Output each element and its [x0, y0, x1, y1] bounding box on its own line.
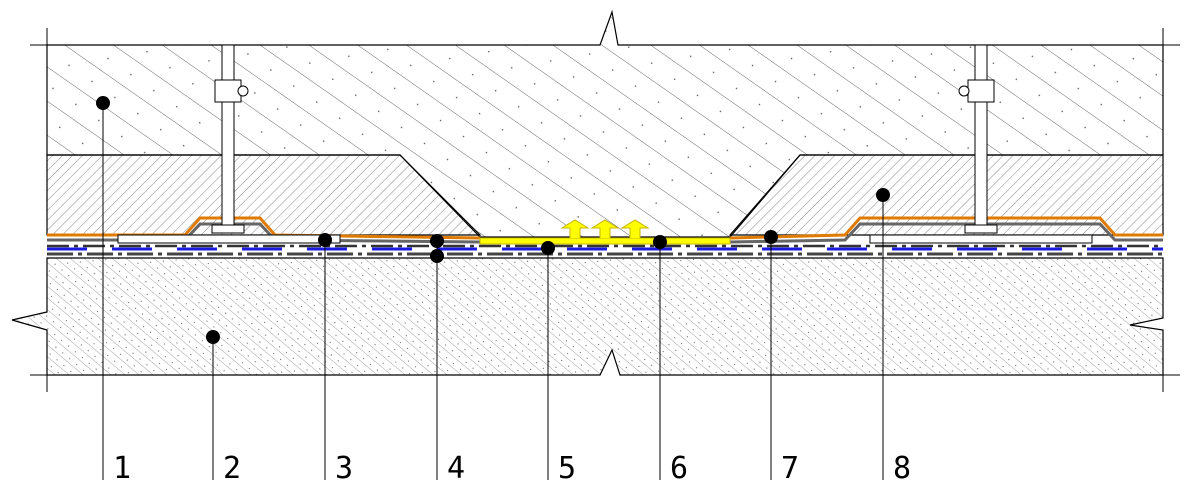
anchor-right: [958, 44, 998, 234]
callout-dot: [430, 234, 444, 248]
waterstop-ribs: [560, 219, 650, 238]
waterstop: [479, 237, 731, 245]
callout-number: 3: [335, 451, 353, 483]
callout-number: 5: [558, 451, 576, 483]
lower-slab: [11, 257, 1164, 376]
callout-dot: [206, 330, 220, 344]
callout-number: 1: [113, 451, 131, 483]
callout-number: 8: [893, 451, 911, 483]
callouts: 1 2 3 4 5 6 7 8: [96, 96, 911, 483]
callout-number: 2: [223, 451, 241, 483]
callout-number: 4: [447, 451, 465, 483]
callout-dot: [764, 230, 778, 244]
callout-dot: [541, 241, 555, 255]
callout-dot: [876, 188, 890, 202]
callout-dot: [318, 233, 332, 247]
callout-dot: [653, 235, 667, 249]
drawing-body: [11, 9, 1180, 392]
protection-plate-right: [869, 234, 1093, 244]
callout-dot: [430, 249, 444, 263]
callout-number: 6: [670, 451, 688, 483]
callout-number: 7: [781, 451, 799, 483]
border-lines: [30, 28, 1180, 392]
left-insulation: [46, 154, 482, 236]
protection-plate-left: [117, 234, 341, 244]
callout-dot: [96, 96, 110, 110]
anchor-left: [211, 44, 249, 234]
